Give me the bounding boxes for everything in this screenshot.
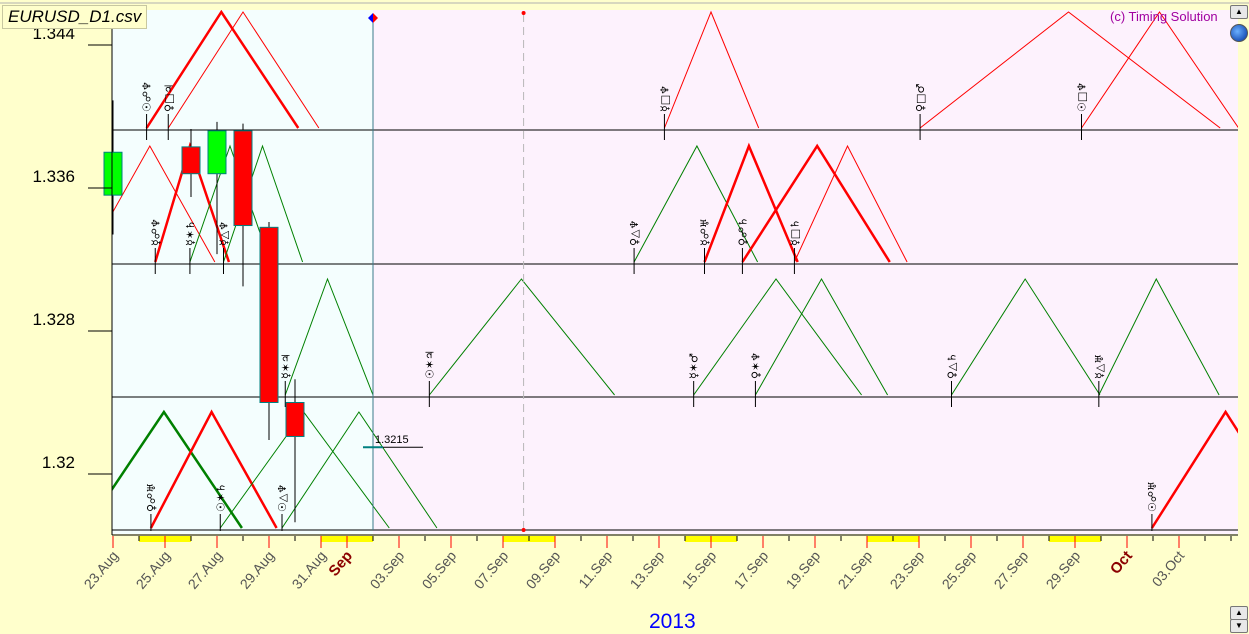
x-tick-label: 31.Aug xyxy=(289,548,330,592)
aspect-label: ☿☍♆ xyxy=(149,218,162,246)
triangle-up-icon: ▲ xyxy=(1235,608,1243,617)
aspect-label: ♀✶♆ xyxy=(749,352,762,379)
aspect-label: ☉△♆ xyxy=(276,484,289,512)
aspect-label: ☿✶♂ xyxy=(688,353,701,379)
x-tick-label: 29.Aug xyxy=(237,548,278,592)
copyright-label: (c) Timing Solution xyxy=(1110,9,1218,24)
aspect-label: ☿□♄ xyxy=(788,219,801,246)
time-marker-dot xyxy=(522,528,526,532)
aspect-label: ☿△♅ xyxy=(1093,354,1106,379)
x-tick-label: 07.Sep xyxy=(471,547,512,591)
year-label: 2013 xyxy=(649,610,696,634)
x-tick-label: 23.Aug xyxy=(81,548,122,592)
aspect-label: ☉☍♅ xyxy=(1146,481,1159,512)
x-tick-label: 27.Sep xyxy=(991,547,1032,591)
x-tick-label: 19.Sep xyxy=(783,547,824,591)
bullish-candle xyxy=(208,131,226,174)
aspect-label: ☿✶♃ xyxy=(279,353,292,379)
aspect-label: ♀☍♄ xyxy=(736,217,749,246)
x-tick-label: 03.Sep xyxy=(367,547,408,591)
x-tick-label: 13.Sep xyxy=(627,547,668,591)
x-tick-label: 29.Sep xyxy=(1043,547,1084,591)
x-tick-label: 03.Oct xyxy=(1149,548,1188,590)
aspect-label: ♀□♃ xyxy=(162,84,175,112)
x-tick-label: 25.Aug xyxy=(133,548,174,592)
y-tick-label: 1.336 xyxy=(32,167,75,186)
y-tick-label: 1.32 xyxy=(42,453,75,472)
scroll-up-bottom-button[interactable]: ▲ xyxy=(1230,606,1248,620)
x-tick-label: 17.Sep xyxy=(731,547,772,591)
aspect-label: ☿△♆ xyxy=(218,221,231,246)
aspect-label: ☉✶♃ xyxy=(423,350,436,379)
x-tick-label: 09.Sep xyxy=(523,547,564,591)
bearish-candle xyxy=(260,227,278,402)
scroll-down-button[interactable]: ▼ xyxy=(1230,619,1248,633)
bullish-candle xyxy=(104,152,122,195)
aspect-label: ☿□♆ xyxy=(658,85,671,112)
aspect-label: ♀△♆ xyxy=(628,220,641,246)
bearish-candle xyxy=(234,131,252,226)
x-tick-label: Sep xyxy=(325,548,356,580)
x-tick-label: 21.Sep xyxy=(835,547,876,591)
aspect-label: ♀□♂ xyxy=(914,84,927,112)
last-price-label: 1.3215 xyxy=(375,434,409,446)
triangle-up-icon: ▲ xyxy=(1235,7,1243,16)
x-tick-label: 11.Sep xyxy=(575,547,615,591)
aspect-label: ♀△♄ xyxy=(946,353,959,379)
aspect-label: ☉✶♄ xyxy=(214,483,227,512)
time-marker-dot xyxy=(522,11,526,15)
aspect-label: ☿✶♆ xyxy=(1245,486,1249,512)
bearish-candle xyxy=(182,147,200,174)
aspect-label: ♀☍♅ xyxy=(145,483,158,512)
x-tick-label: 25.Sep xyxy=(939,547,980,591)
aspect-label: ☿☍♅ xyxy=(699,218,712,246)
bearish-candle xyxy=(286,403,304,437)
globe-icon[interactable] xyxy=(1230,24,1248,42)
x-tick-label: Oct xyxy=(1107,548,1136,578)
aspect-label: ☿✶♄ xyxy=(184,220,197,246)
x-tick-label: 27.Aug xyxy=(185,548,226,592)
y-tick-label: 1.328 xyxy=(32,310,75,329)
chart-title: EURUSD_D1.csv xyxy=(2,5,147,29)
aspect-label: ☉□♆ xyxy=(1076,82,1089,112)
x-tick-label: 05.Sep xyxy=(419,547,460,591)
x-tick-label: 15.Sep xyxy=(679,547,720,591)
triangle-down-icon: ▼ xyxy=(1235,621,1243,630)
aspect-label: ☉☍♆ xyxy=(141,81,154,112)
scroll-up-button[interactable]: ▲ xyxy=(1230,5,1248,19)
x-tick-label: 23.Sep xyxy=(887,547,928,591)
